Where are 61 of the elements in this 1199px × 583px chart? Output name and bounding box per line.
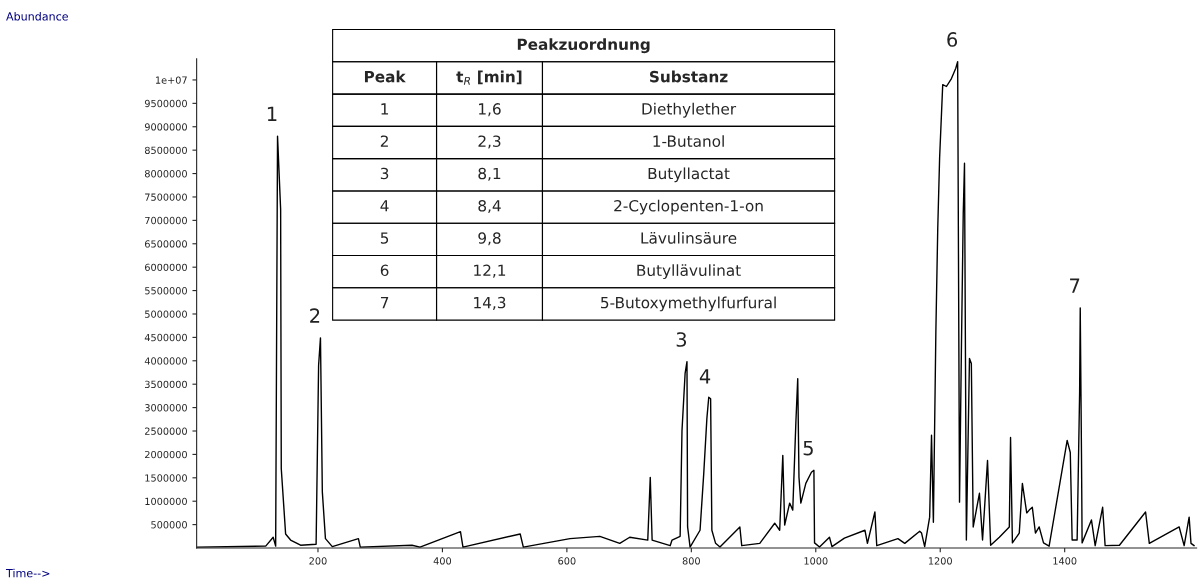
annotation: 5: [803, 440, 813, 456]
x-tick-label: 600: [558, 557, 576, 565]
annotation: Butyllactat: [648, 167, 730, 183]
annotation: 8,1: [478, 167, 501, 181]
annotation: 1-Butanol: [653, 135, 724, 147]
text: Time-->: [5, 568, 50, 578]
y-tick-label: 3000000: [145, 404, 187, 412]
y-tick-label: 1000000: [145, 497, 187, 506]
y-tick-label: 7500000: [145, 193, 187, 201]
y-tick-label: 7000000: [145, 216, 187, 225]
y-tick-label: 3500000: [145, 380, 187, 389]
y-tick-label: 1500000: [145, 474, 187, 482]
annotation: 6: [947, 32, 958, 47]
annotation: Butyllävulinat: [637, 264, 741, 280]
y-tick-label: 5000000: [145, 310, 187, 318]
annotation: Substanz: [649, 70, 728, 83]
y-tick-label: 2000000: [145, 450, 187, 459]
y-tick-label: 4500000: [144, 333, 187, 342]
y-tick-label: 4000000: [144, 357, 187, 365]
annotation: 2: [380, 135, 388, 147]
annotation: 6: [380, 264, 389, 277]
y-tick-label: 2500000: [145, 427, 187, 435]
y-tick-label: 8500000: [144, 146, 187, 154]
annotation: 5-Butoxymethylfurfural: [601, 296, 776, 312]
annotation: 1,6: [479, 103, 501, 117]
annotation: 1: [381, 103, 389, 115]
x-tick-label: 1000: [804, 557, 828, 565]
y-tick-label: 9500000: [144, 99, 187, 108]
x-tick-label: 200: [309, 557, 327, 565]
y-tick-label: 6500000: [144, 240, 187, 248]
annotation: 7: [1070, 278, 1080, 293]
y-tick-label: 6000000: [144, 263, 187, 272]
y-tick-label: 500000: [151, 521, 187, 529]
annotation: t$_{R}$ [min]: [456, 70, 522, 85]
y-tick-label: 1e+07: [155, 76, 187, 84]
annotation: 12,1: [474, 264, 506, 278]
annotation: 3: [676, 332, 687, 347]
annotation: 8,4: [478, 199, 501, 214]
annotation: 14,3: [474, 296, 506, 310]
y-tick-label: 8000000: [144, 170, 187, 178]
annotation: 1: [267, 106, 277, 121]
annotation: Peak: [364, 70, 406, 83]
text: Abundance: [6, 11, 68, 21]
annotation: Lävulinsäure: [641, 231, 737, 244]
x-tick-label: 1200: [928, 557, 952, 565]
annotation: 4: [380, 200, 389, 212]
y-tick-label: 9000000: [144, 123, 187, 131]
annotation: 2-Cyclopenten-1-on: [614, 199, 763, 215]
x-tick-label: 400: [433, 557, 452, 565]
x-tick-label: 1400: [1053, 557, 1077, 565]
annotation: 5: [380, 232, 389, 244]
text: Peakzuordnung: [517, 38, 650, 54]
annotation: 4: [699, 369, 711, 384]
annotation: Diethylether: [642, 102, 737, 118]
annotation: 3: [380, 167, 389, 180]
y-tick-label: 5500000: [145, 287, 187, 295]
annotation: 9,8: [478, 232, 501, 246]
x-tick-label: 800: [682, 557, 700, 565]
annotation: 7: [380, 297, 389, 309]
annotation: 2,3: [478, 135, 501, 149]
annotation: 2: [310, 308, 320, 323]
